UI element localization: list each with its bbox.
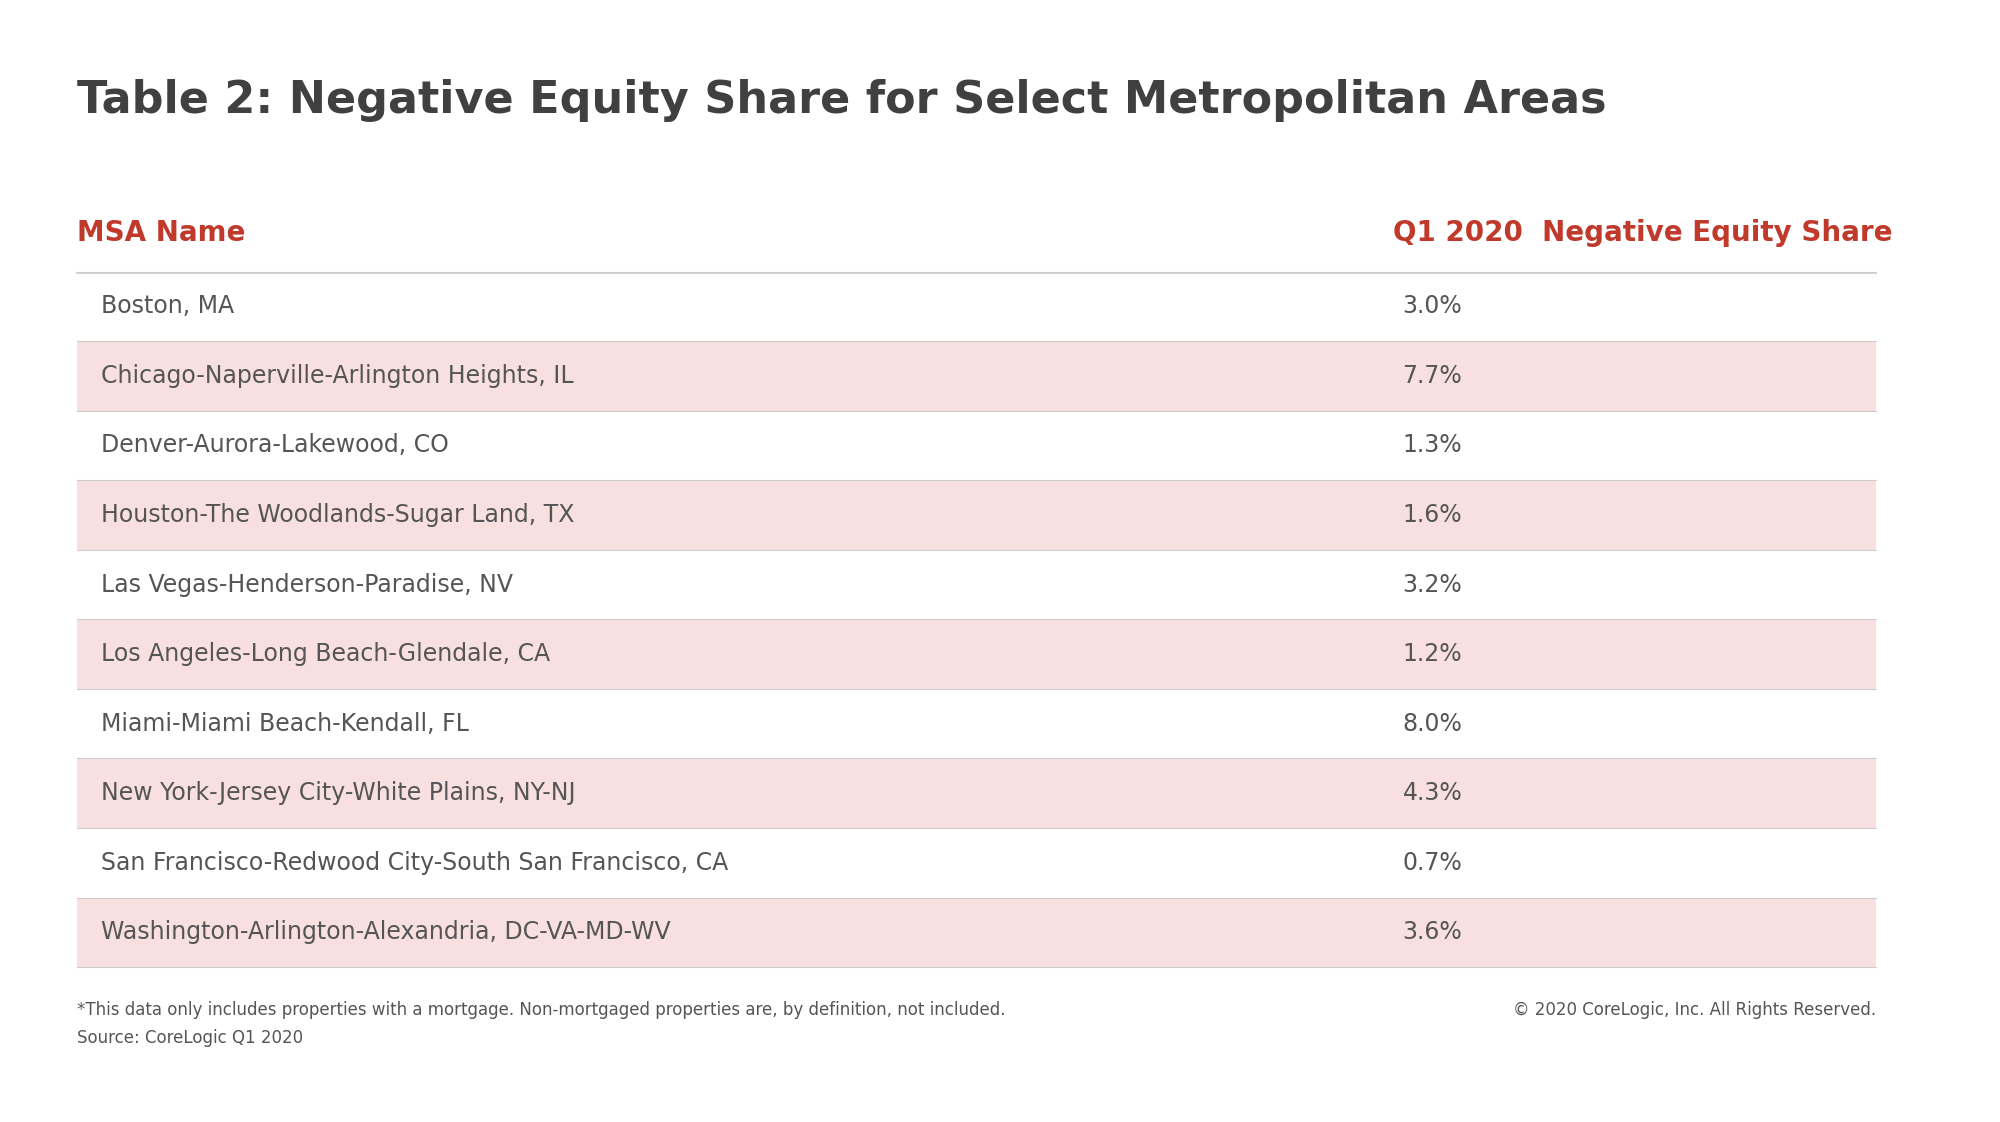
FancyBboxPatch shape <box>78 898 1876 967</box>
Text: 8.0%: 8.0% <box>1402 711 1462 736</box>
Text: 1.6%: 1.6% <box>1402 503 1462 527</box>
Text: San Francisco-Redwood City-South San Francisco, CA: San Francisco-Redwood City-South San Fra… <box>100 850 728 875</box>
Text: New York-Jersey City-White Plains, NY-NJ: New York-Jersey City-White Plains, NY-NJ <box>100 781 576 806</box>
Text: 7.7%: 7.7% <box>1402 364 1462 388</box>
Text: 1.3%: 1.3% <box>1402 433 1462 458</box>
Text: Chicago-Naperville-Arlington Heights, IL: Chicago-Naperville-Arlington Heights, IL <box>100 364 574 388</box>
FancyBboxPatch shape <box>78 480 1876 550</box>
Text: 3.2%: 3.2% <box>1402 572 1462 597</box>
Text: Table 2: Negative Equity Share for Select Metropolitan Areas: Table 2: Negative Equity Share for Selec… <box>78 79 1608 121</box>
Text: 4.3%: 4.3% <box>1402 781 1462 806</box>
Text: Boston, MA: Boston, MA <box>100 294 234 319</box>
Text: Los Angeles-Long Beach-Glendale, CA: Los Angeles-Long Beach-Glendale, CA <box>100 642 550 666</box>
FancyBboxPatch shape <box>78 550 1876 619</box>
FancyBboxPatch shape <box>78 689 1876 758</box>
Text: 3.6%: 3.6% <box>1402 920 1462 945</box>
FancyBboxPatch shape <box>78 828 1876 898</box>
FancyBboxPatch shape <box>78 758 1876 828</box>
Text: Source: CoreLogic Q1 2020: Source: CoreLogic Q1 2020 <box>78 1029 304 1047</box>
Text: Denver-Aurora-Lakewood, CO: Denver-Aurora-Lakewood, CO <box>100 433 448 458</box>
Text: Washington-Arlington-Alexandria, DC-VA-MD-WV: Washington-Arlington-Alexandria, DC-VA-M… <box>100 920 670 945</box>
Text: MSA Name: MSA Name <box>78 219 246 247</box>
Text: © 2020 CoreLogic, Inc. All Rights Reserved.: © 2020 CoreLogic, Inc. All Rights Reserv… <box>1514 1001 1876 1019</box>
Text: 1.2%: 1.2% <box>1402 642 1462 666</box>
FancyBboxPatch shape <box>78 411 1876 480</box>
FancyBboxPatch shape <box>78 272 1876 341</box>
Text: Miami-Miami Beach-Kendall, FL: Miami-Miami Beach-Kendall, FL <box>100 711 468 736</box>
FancyBboxPatch shape <box>78 619 1876 689</box>
Text: *This data only includes properties with a mortgage. Non-mortgaged properties ar: *This data only includes properties with… <box>78 1001 1006 1019</box>
Text: 0.7%: 0.7% <box>1402 850 1462 875</box>
Text: 3.0%: 3.0% <box>1402 294 1462 319</box>
Text: Q1 2020  Negative Equity Share: Q1 2020 Negative Equity Share <box>1392 219 1892 247</box>
FancyBboxPatch shape <box>78 341 1876 411</box>
Text: Houston-The Woodlands-Sugar Land, TX: Houston-The Woodlands-Sugar Land, TX <box>100 503 574 527</box>
Text: Las Vegas-Henderson-Paradise, NV: Las Vegas-Henderson-Paradise, NV <box>100 572 512 597</box>
